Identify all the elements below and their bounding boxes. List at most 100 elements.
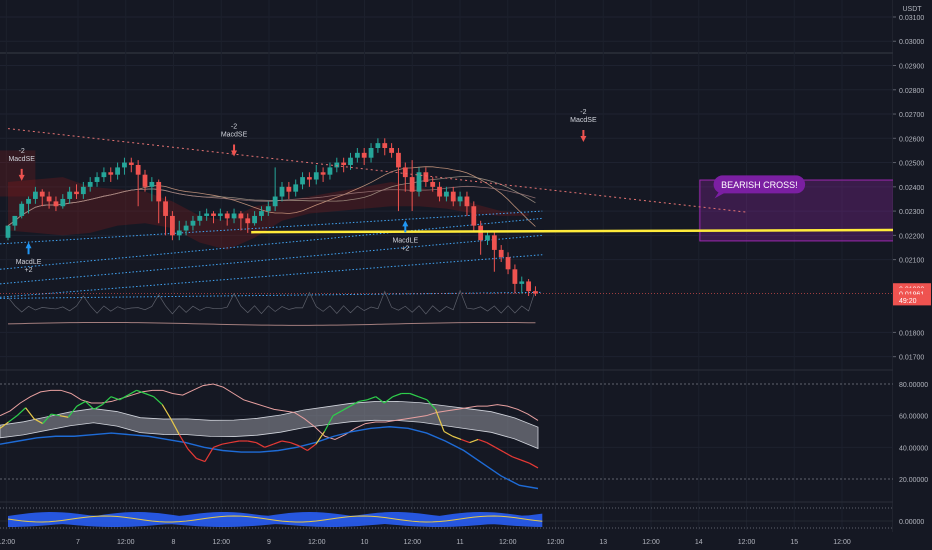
candle[interactable] (293, 179, 299, 197)
candle[interactable] (53, 196, 59, 212)
candle[interactable] (224, 211, 230, 226)
candle[interactable] (149, 177, 155, 202)
candle[interactable] (526, 279, 531, 296)
rsi-signal-segment (264, 443, 274, 448)
rsi-signal-segment (8, 415, 18, 423)
candlestick-series[interactable] (5, 138, 538, 296)
candle[interactable] (272, 167, 278, 212)
candle[interactable] (74, 184, 79, 199)
candle[interactable] (341, 157, 347, 173)
candle[interactable] (163, 196, 168, 236)
candle[interactable] (108, 167, 114, 182)
candle[interactable] (142, 169, 148, 192)
candle[interactable] (423, 167, 429, 187)
candle[interactable] (361, 148, 367, 165)
candle[interactable] (26, 196, 31, 214)
candle[interactable] (478, 220, 484, 255)
candle[interactable] (300, 172, 305, 190)
candle[interactable] (354, 148, 360, 163)
candle[interactable] (204, 208, 210, 221)
candle[interactable] (505, 252, 511, 275)
candle[interactable] (128, 157, 134, 173)
candle[interactable] (135, 160, 141, 207)
candle[interactable] (485, 230, 490, 246)
candle[interactable] (437, 181, 442, 202)
candle-body (409, 177, 415, 192)
trendline[interactable] (7, 128, 748, 213)
candle[interactable] (39, 189, 45, 207)
candle[interactable] (368, 143, 374, 163)
callout[interactable]: BEARISH CROSS! (713, 175, 806, 199)
candle[interactable] (320, 167, 326, 182)
rsi-signal-segment (452, 435, 462, 440)
candle[interactable] (416, 167, 422, 197)
candle[interactable] (279, 181, 285, 202)
candle[interactable] (170, 211, 175, 241)
trendline[interactable] (251, 228, 932, 234)
candle[interactable] (115, 162, 120, 180)
candle[interactable] (348, 152, 353, 170)
time-axis[interactable]: 12:00 7 12:00 8 12:00 9 12:00 10 12:00 11 12:00 12:… (0, 539, 851, 546)
price-badge: 49:20 (893, 294, 931, 306)
candle[interactable] (211, 211, 216, 224)
rsi-signal-segment (349, 400, 359, 407)
candle[interactable] (307, 172, 312, 187)
candle[interactable] (176, 220, 182, 241)
candle[interactable] (313, 164, 319, 185)
candle[interactable] (259, 206, 264, 221)
trendlines[interactable] (7, 128, 932, 234)
candle[interactable] (183, 220, 189, 236)
candle[interactable] (231, 208, 237, 224)
candle[interactable] (33, 186, 38, 204)
candle[interactable] (12, 215, 18, 231)
candle[interactable] (457, 191, 463, 207)
candle[interactable] (67, 186, 73, 204)
candle[interactable] (444, 186, 449, 202)
candle-body (286, 186, 292, 192)
price-axis[interactable]: USDT 0.03100 0.03000 0.02900 0.02800 0.02700… (893, 0, 932, 550)
candle[interactable] (101, 167, 107, 182)
candle[interactable] (217, 208, 223, 221)
candle[interactable] (396, 148, 401, 212)
sell-arrow-icon (18, 168, 25, 181)
candle[interactable] (190, 215, 196, 231)
candle[interactable] (375, 138, 381, 153)
candle[interactable] (94, 172, 100, 187)
candle[interactable] (402, 162, 408, 192)
price-tick-label: 0.02900 (899, 64, 924, 71)
candle[interactable] (60, 194, 66, 209)
candle[interactable] (382, 138, 388, 156)
candle[interactable] (519, 276, 525, 294)
candle-body (176, 230, 182, 236)
rsi-signal-segment (290, 442, 300, 447)
candle[interactable] (46, 191, 52, 209)
candle[interactable] (265, 201, 271, 216)
candle[interactable] (334, 157, 340, 173)
candle[interactable] (5, 225, 11, 241)
candle[interactable] (87, 177, 93, 192)
candle[interactable] (533, 286, 538, 296)
candle[interactable] (464, 191, 470, 216)
candle[interactable] (156, 179, 162, 224)
candle[interactable] (450, 186, 456, 207)
candle[interactable] (80, 181, 86, 199)
candle[interactable] (498, 245, 504, 263)
candle[interactable] (430, 177, 436, 192)
candle[interactable] (491, 230, 497, 272)
candle-body (464, 196, 470, 207)
candle[interactable] (197, 211, 203, 226)
rsi-signal-segment (221, 441, 231, 445)
candle[interactable] (245, 213, 251, 233)
candle[interactable] (252, 211, 257, 226)
candle[interactable] (512, 264, 518, 294)
candle[interactable] (409, 160, 415, 212)
candle[interactable] (327, 162, 333, 180)
candle[interactable] (471, 201, 477, 231)
candle[interactable] (122, 157, 127, 175)
candle[interactable] (286, 181, 292, 199)
candle[interactable] (389, 143, 394, 158)
price-badge-bg (893, 287, 931, 299)
candle[interactable] (238, 211, 244, 231)
candle[interactable] (19, 201, 25, 219)
